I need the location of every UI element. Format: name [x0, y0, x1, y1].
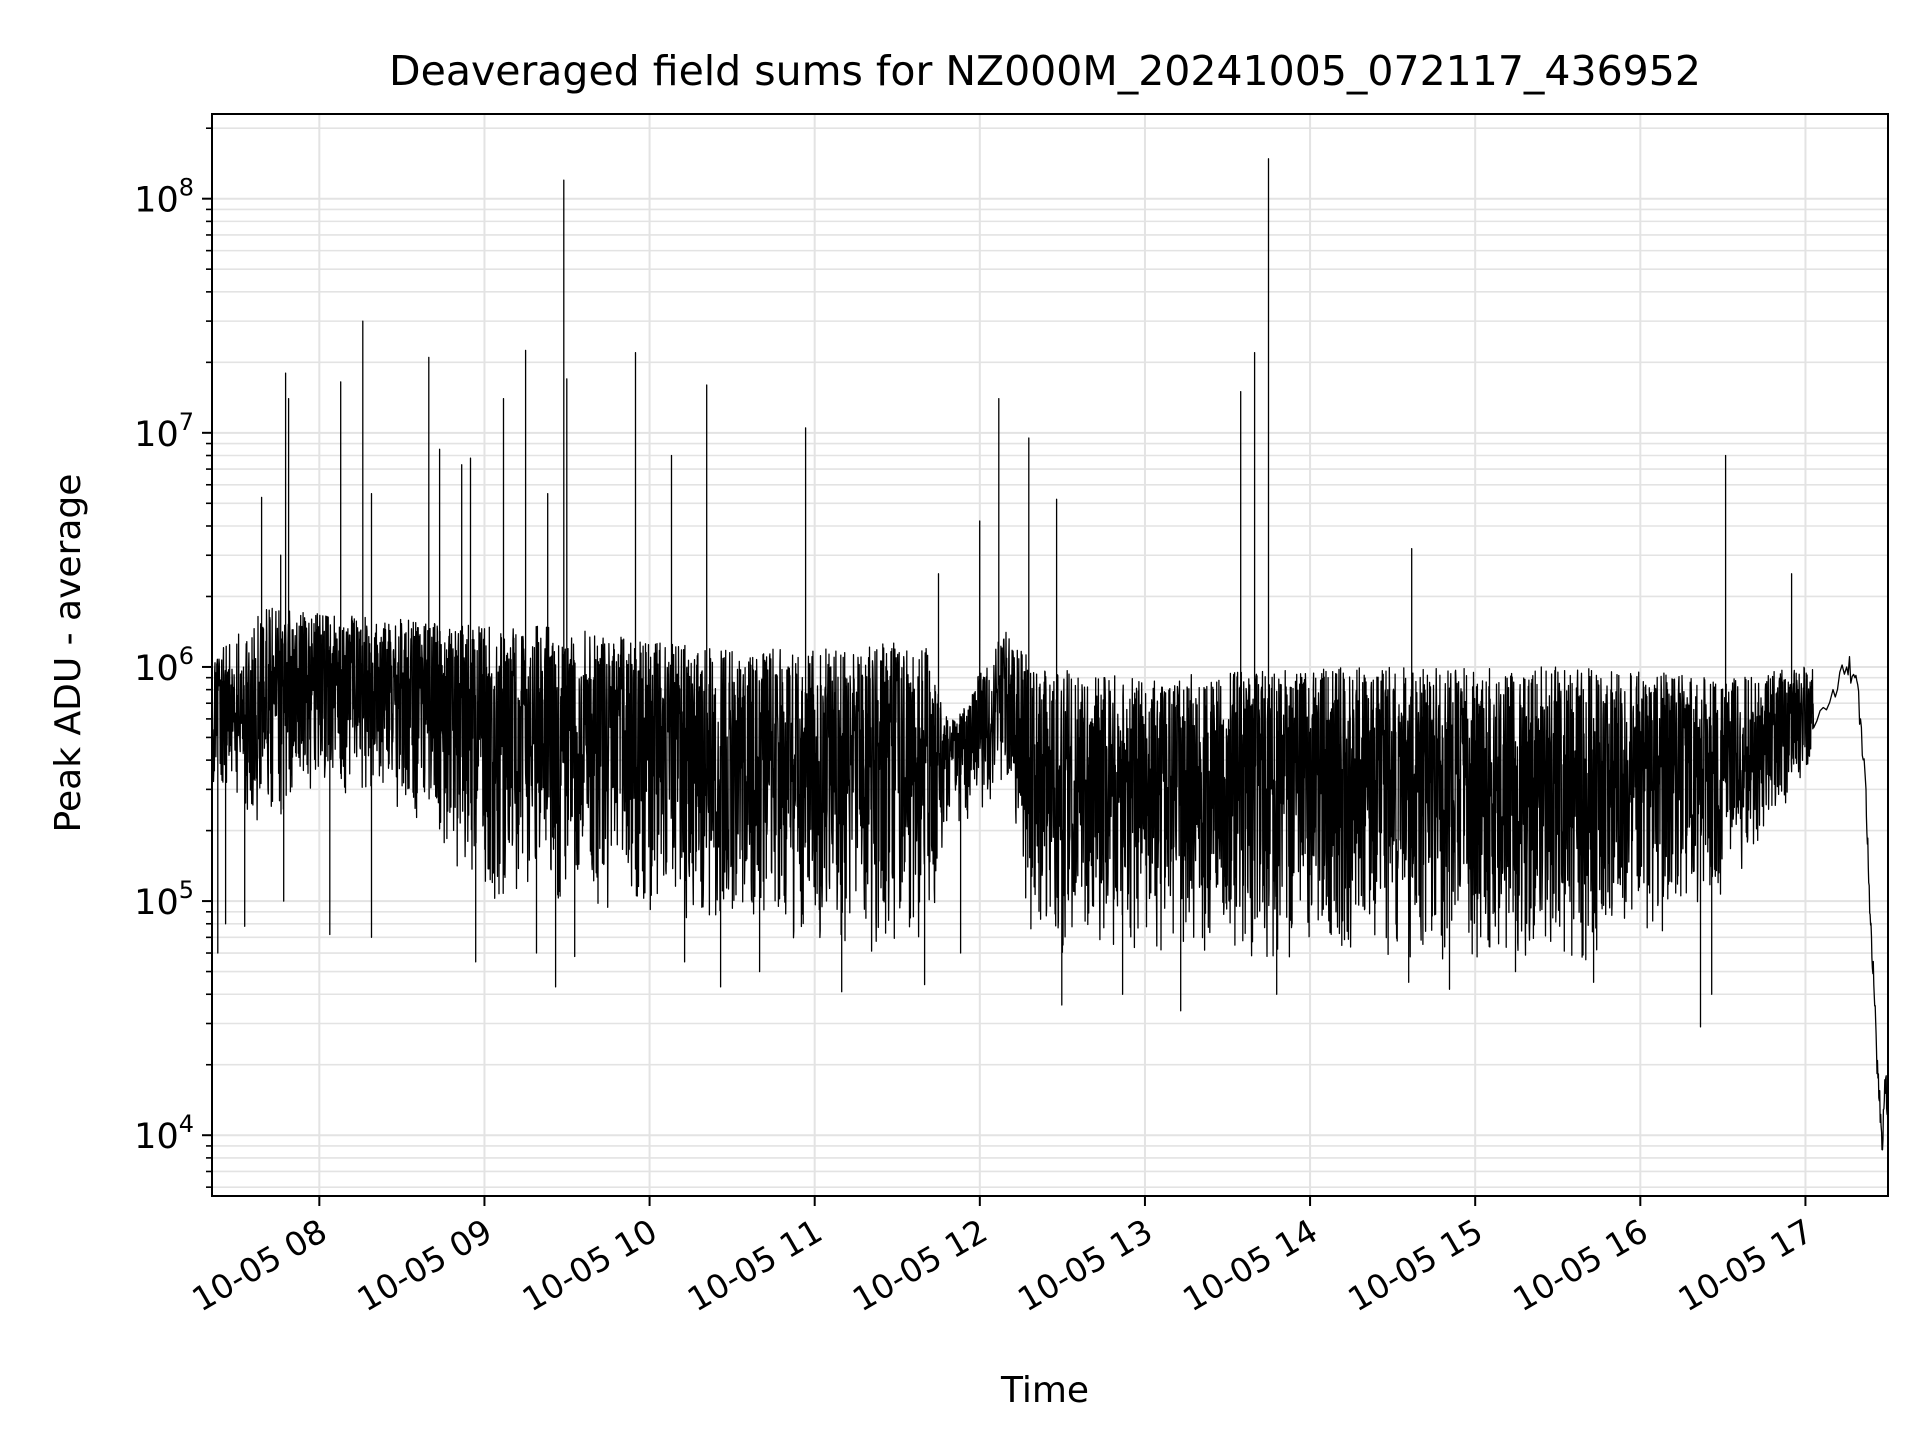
y-axis-ticks: 104 105 106 107 108 — [134, 127, 212, 1188]
series-trace — [211, 158, 1889, 1151]
y-tick-label: 106 — [134, 642, 194, 689]
plot-frame — [211, 113, 1889, 1197]
series-line — [211, 158, 1889, 1151]
chart-title: Deaveraged field sums for NZ000M_2024100… — [389, 47, 1701, 95]
y-tick-label: 105 — [134, 876, 194, 923]
y-tick-label: 104 — [134, 1110, 194, 1157]
y-axis-label: Peak ADU - average — [48, 474, 89, 833]
y-tick-label: 107 — [134, 408, 194, 455]
x-axis-label: Time — [1000, 1370, 1089, 1411]
y-tick-label: 108 — [134, 174, 194, 221]
grid — [212, 114, 1888, 1196]
